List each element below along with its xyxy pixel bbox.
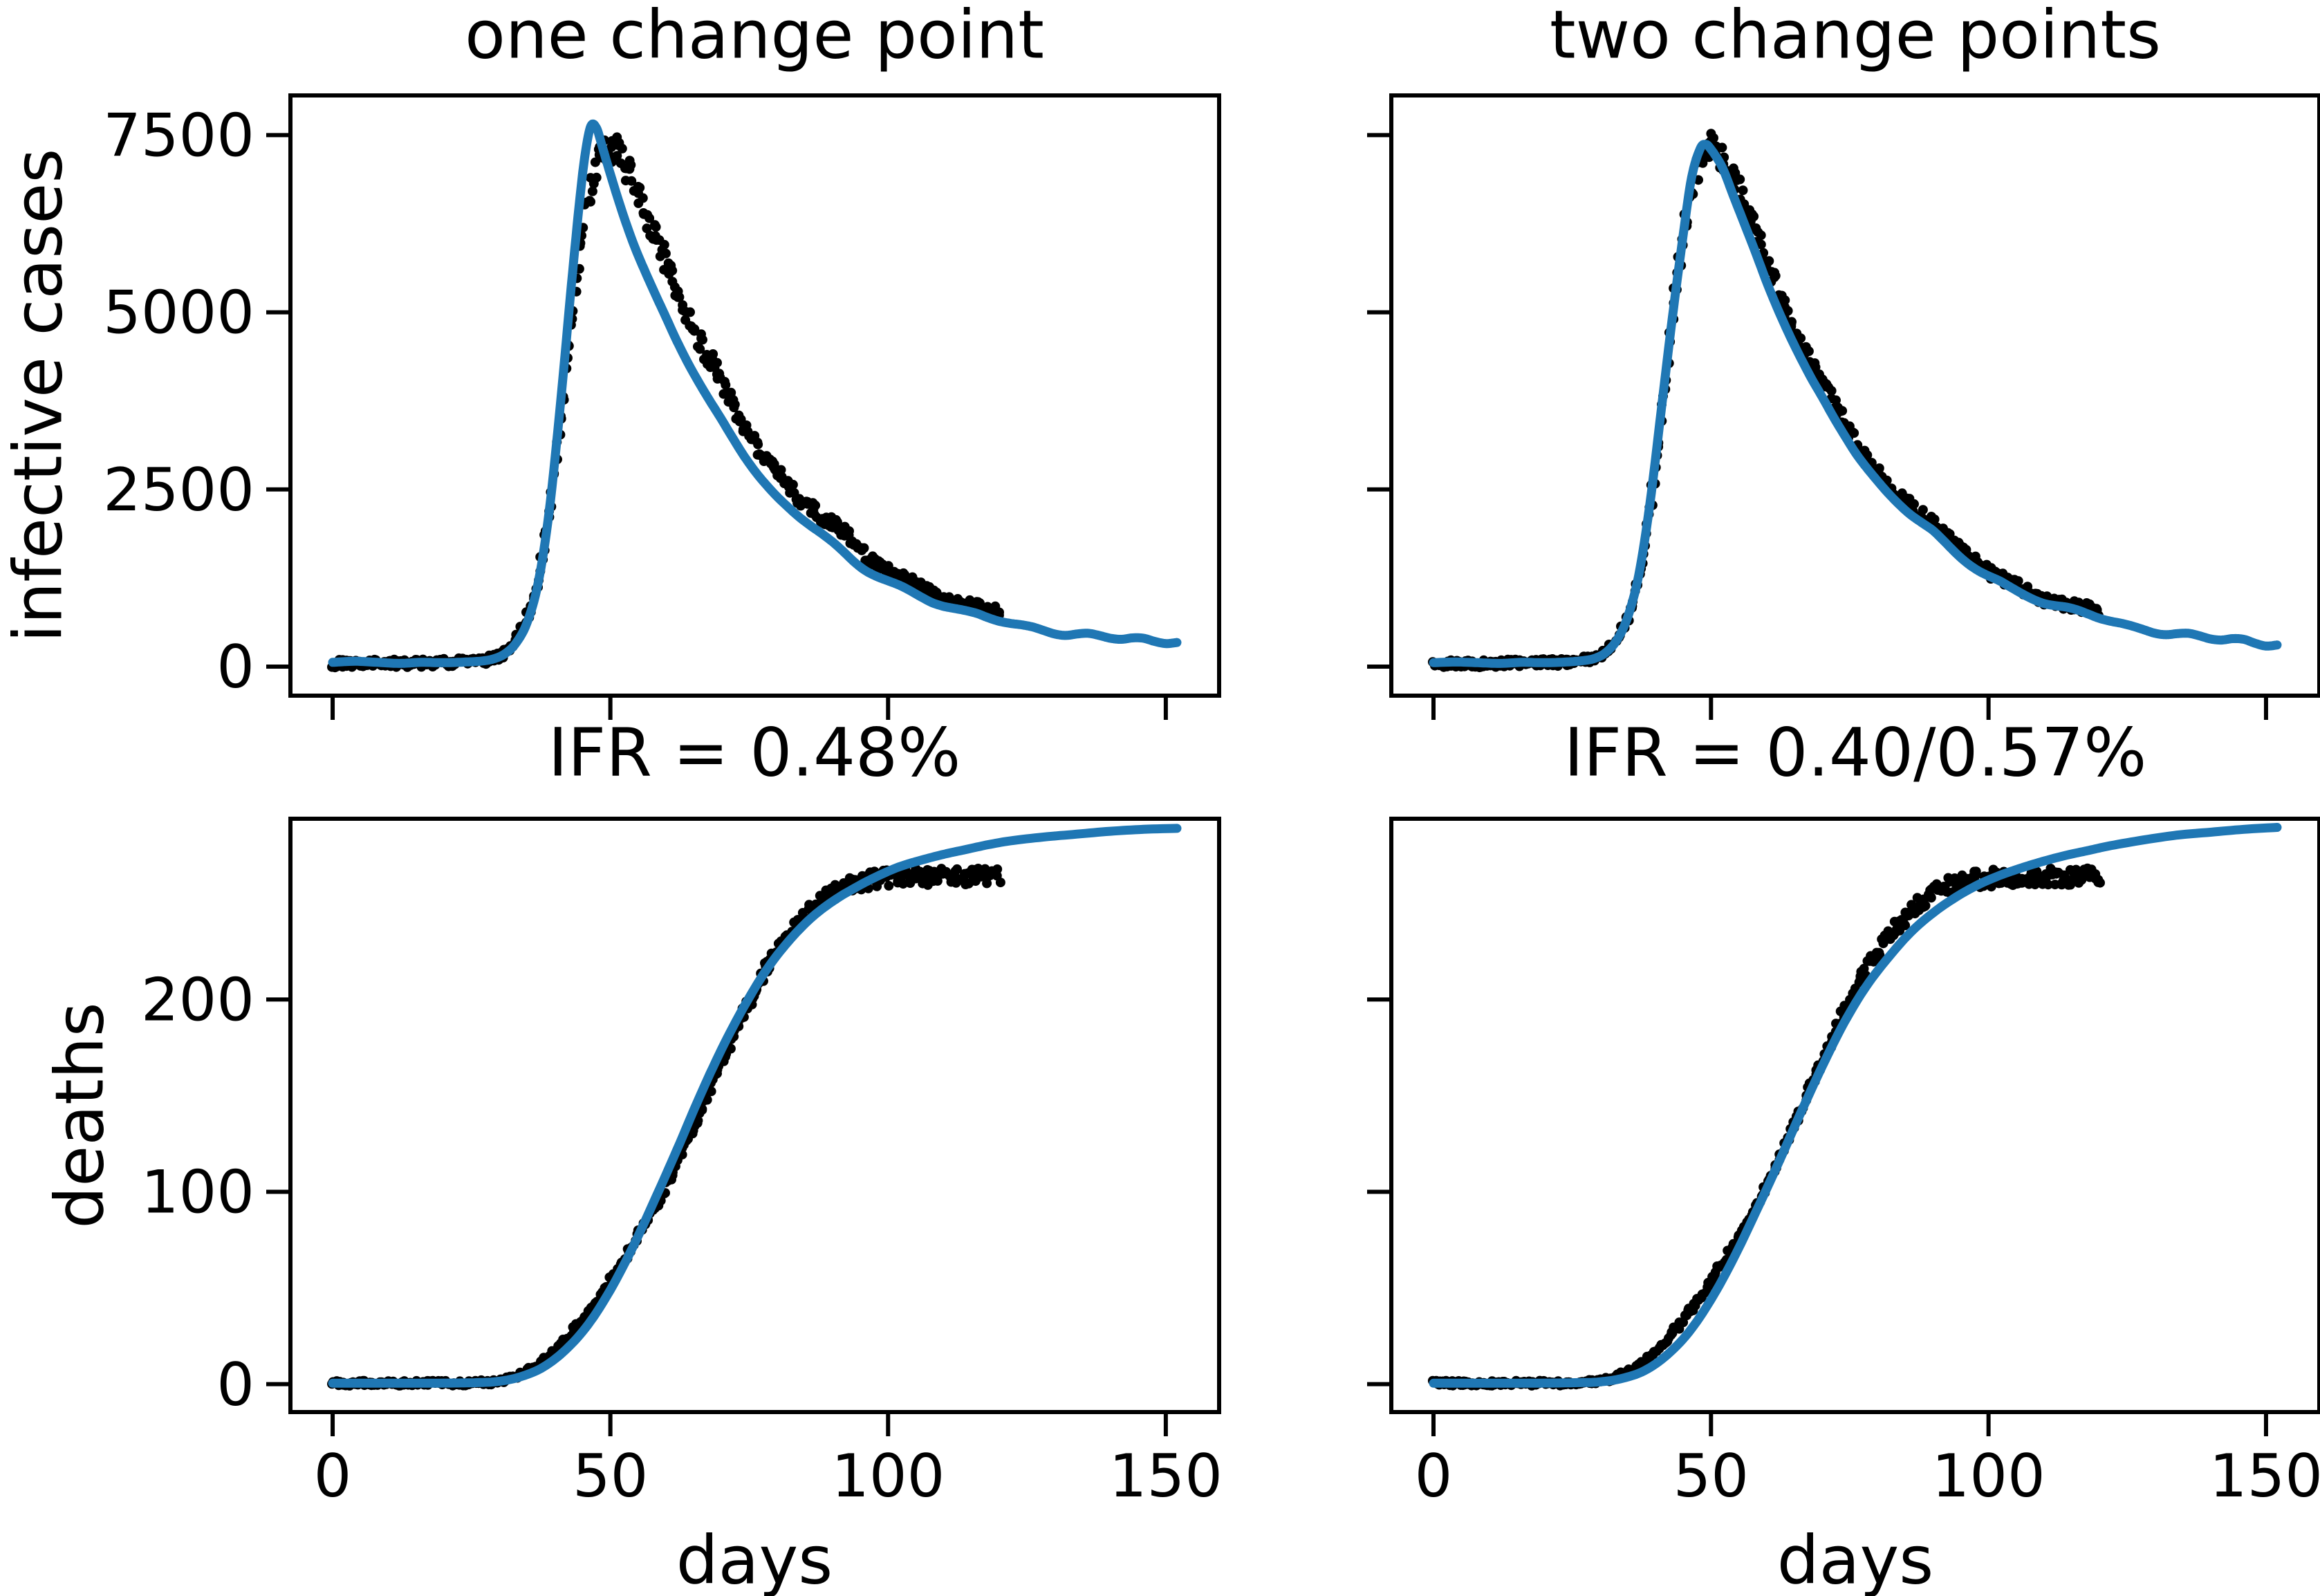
x-tick-label: 150 [1109,1442,1223,1511]
x-tick-label: 50 [573,1442,648,1511]
axes-frame [1389,817,2320,1414]
observed-scatter [1427,129,2104,673]
x-tick-label: 150 [2209,1442,2320,1511]
panel-deaths-one-change-point: 0 50 100 150 0 100 200 [141,817,1223,1511]
y-tick-label: 200 [141,966,254,1035]
x-tick-label: 100 [1932,1442,2045,1511]
x-axis-label-days-right: days [1777,1522,1934,1596]
y-tick-label: 7500 [103,101,254,170]
x-tick-label: 50 [1673,1442,1749,1511]
x-axis-label-days-left: days [676,1522,833,1596]
y-tick-label: 100 [141,1158,254,1227]
panel-infective-cases-one-change-point: 0 2500 5000 7500 [103,93,1221,720]
axes-frame [1389,93,2320,698]
model-fit-line [1429,140,2282,668]
x-tick-label: 0 [1415,1442,1453,1511]
model-fit-line [328,119,1182,668]
column-title-two-change-points: two change points [1550,0,2161,74]
ifr-annotation-left: IFR = 0.48% [548,714,961,792]
model-fit-line [1429,823,2282,1388]
observed-scatter [1427,863,2105,1391]
y-tick-label: 2500 [103,456,254,525]
axes-frame [288,93,1221,698]
y-axis-label-infective-cases: infective cases [0,149,77,643]
y-axis-label-deaths: deaths [41,1002,119,1228]
y-tick-label: 0 [216,1351,254,1420]
y-tick-label: 0 [216,633,254,702]
observed-scatter [327,132,1004,673]
ifr-annotation-right: IFR = 0.40/0.57% [1564,714,2147,792]
y-tick-label: 5000 [103,279,254,348]
column-title-one-change-point: one change point [465,0,1044,74]
observed-scatter [327,864,1005,1391]
panel-deaths-two-change-points: 0 50 100 150 [1367,817,2320,1511]
model-fit-line [328,824,1182,1388]
x-tick-label: 0 [314,1442,352,1511]
axes-frame [288,817,1221,1414]
x-tick-label: 100 [831,1442,945,1511]
panel-infective-cases-two-change-points [1367,93,2320,720]
